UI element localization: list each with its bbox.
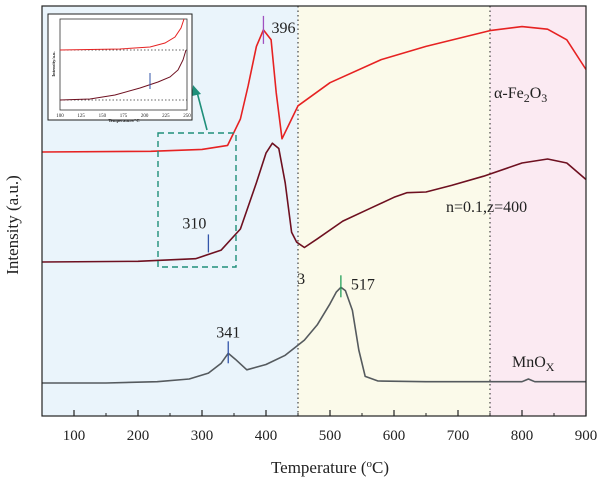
zoom-region-box: [157, 132, 237, 268]
x-tick-label-3: 400: [255, 428, 278, 444]
x-tick-label-1: 200: [127, 428, 150, 444]
inset-tick-2: 150: [99, 114, 107, 119]
region-band-1: [298, 6, 490, 416]
peak-markers: 341 517 MnOX 310 3 n=0.1,z=400 396 α-Fe2O3: [182, 15, 555, 374]
x-tick-label-4: 500: [319, 428, 342, 444]
x-axis-title: Temperature (oC): [271, 458, 389, 477]
series-line-2: [41, 25, 587, 153]
x-tick-label-5: 600: [383, 428, 406, 444]
x-tick-label-2: 300: [191, 428, 214, 444]
inset-tick-3: 175: [120, 114, 128, 119]
series-label-0: MnOX: [512, 354, 555, 374]
x-tick-label-7: 800: [511, 428, 534, 444]
note-label-1: 3: [297, 271, 305, 288]
zoom-arrow-line: [196, 91, 208, 131]
inset-panel: 100 125 150 175 200 225 250 Temperature/°C Inten…: [47, 13, 237, 268]
inset-plot-area: [59, 18, 188, 111]
peak-label-2-0: 396: [271, 20, 295, 37]
x-tick-label-6: 700: [447, 428, 470, 444]
series-line-1: [41, 142, 587, 263]
zoom-arrow-head: [192, 85, 201, 96]
series-line-0: [42, 286, 586, 384]
inset-tick-1: 125: [77, 114, 85, 119]
peak-label-1-0: 310: [182, 215, 206, 232]
peak-label-0-1: 517: [351, 276, 375, 293]
inset-frame: [47, 13, 193, 121]
x-tick-labels: 100 200 300 400 500 600 700 800 900: [63, 410, 598, 444]
inset-tick-0: 100: [56, 114, 64, 119]
inset-curve-catalyst: [59, 49, 187, 101]
series-label-1: n=0.1,z=400: [446, 199, 527, 216]
inset-y-title: Intensity/a.u.: [51, 51, 56, 76]
x-tick-label-8: 900: [575, 428, 598, 444]
series-label-2: α-Fe2O3: [494, 85, 547, 105]
peak-label-0-0: 341: [216, 324, 240, 341]
inset-tick-5: 225: [162, 114, 170, 119]
region-band-2: [490, 6, 586, 416]
x-tick-label-0: 100: [63, 428, 86, 444]
region-dividers: [297, 6, 491, 416]
series-curves: [41, 25, 587, 384]
inset-tick-6: 250: [183, 114, 191, 119]
axes: [41, 5, 587, 417]
inset-tick-4: 200: [141, 114, 149, 119]
inset-x-title: Temperature/°C: [108, 118, 139, 123]
inset-curve-fe2o3: [59, 18, 185, 51]
y-axis-title: Intensity (a.u.): [3, 175, 22, 275]
plot-frame: [41, 5, 587, 417]
